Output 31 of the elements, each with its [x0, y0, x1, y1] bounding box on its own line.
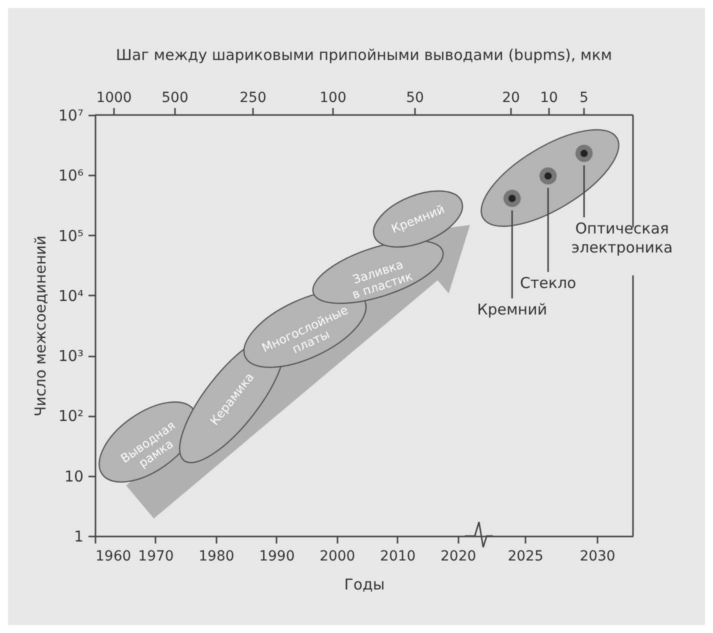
y-axis-title: Число межсоединений — [31, 236, 50, 416]
x-tick-label: 1990 — [259, 548, 295, 564]
x-tick-label: 2020 — [440, 548, 476, 564]
x-tick-label: 2025 — [508, 548, 544, 564]
y-tick-label: 10⁶ — [58, 166, 84, 185]
x-tick-label: 2010 — [380, 548, 416, 564]
y-tick-label: 10⁵ — [58, 226, 84, 245]
x-tick-label: 1970 — [138, 548, 174, 564]
x-tick-label: 2030 — [580, 548, 616, 564]
text: 50 — [406, 90, 424, 106]
text: 10 — [540, 90, 558, 106]
x-axis-title: Годы — [344, 576, 385, 594]
x-tick-label: 2000 — [320, 548, 356, 564]
text: 250 — [240, 90, 266, 106]
text: 5 — [580, 90, 588, 106]
text: 20 — [502, 90, 520, 106]
y-tick-label: 1 — [74, 528, 84, 546]
text: Кремний — [477, 300, 548, 318]
y-tick-label: 10⁴ — [58, 286, 84, 305]
y-tick-label: 10 — [64, 467, 84, 486]
chart-title: Шаг между шариковыми припойными выводами (bupms), мкм — [116, 46, 612, 64]
text: Стекло — [520, 274, 576, 292]
text: Оптическая электроника — [571, 219, 673, 256]
y-tick-label: 10³ — [58, 347, 84, 366]
x-tick-label: 1960 — [96, 548, 132, 564]
text: 1000 — [96, 90, 132, 106]
y-tick-label: 10² — [58, 407, 84, 426]
text: 100 — [320, 90, 346, 106]
text: 500 — [162, 90, 188, 106]
y-tick-label: 10⁷ — [58, 106, 84, 124]
x-tick-label: 1980 — [198, 548, 234, 564]
